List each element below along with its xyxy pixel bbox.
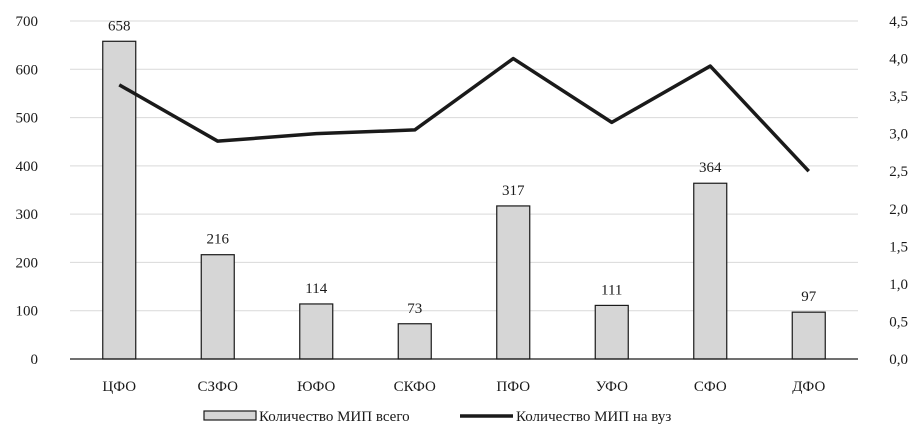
right-tick-label: 0,0 <box>889 352 908 368</box>
legend-swatch-bars <box>203 410 257 421</box>
left-tick-label: 300 <box>16 207 39 223</box>
right-tick-label: 4,5 <box>889 14 908 30</box>
data-label: 364 <box>699 160 722 176</box>
left-tick-label: 200 <box>16 255 39 271</box>
bar-series <box>102 40 826 360</box>
bar <box>200 254 235 360</box>
right-y-axis: 0,0 0,5 1,0 1,5 2,0 2,5 3,0 3,5 4,0 4,5 <box>889 14 908 368</box>
bar <box>102 40 137 360</box>
x-tick-label: ЦФО <box>102 379 136 395</box>
data-label: 111 <box>601 282 622 298</box>
right-tick-label: 2,5 <box>889 164 908 180</box>
x-tick-label: ПФО <box>496 379 530 395</box>
line-series <box>118 56 811 173</box>
data-label: 73 <box>407 301 422 317</box>
legend-label-line: Количество МИП на вуз <box>516 409 671 425</box>
bar <box>791 311 826 360</box>
right-tick-label: 4,0 <box>889 52 908 68</box>
x-tick-label: СЗФО <box>198 379 239 395</box>
right-tick-label: 1,5 <box>889 239 908 255</box>
right-tick-label: 3,5 <box>889 89 908 105</box>
right-tick-label: 2,0 <box>889 202 908 218</box>
data-labels: 658 216 114 73 317 111 364 97 <box>108 18 817 316</box>
bar <box>397 323 432 360</box>
right-tick-label: 3,0 <box>889 127 908 143</box>
right-tick-label: 0,5 <box>889 314 908 330</box>
right-tick-label: 1,0 <box>889 277 908 293</box>
data-label: 216 <box>207 232 230 248</box>
left-tick-label: 0 <box>31 352 39 368</box>
data-label: 317 <box>502 183 525 199</box>
bar <box>693 182 728 360</box>
gridlines <box>70 20 858 312</box>
bar <box>594 304 629 360</box>
x-tick-label: УФО <box>596 379 629 395</box>
x-tick-label: ДФО <box>792 379 825 395</box>
data-label: 114 <box>305 281 327 297</box>
bar <box>299 303 334 360</box>
left-y-axis: 0 100 200 300 400 500 600 700 <box>16 14 39 368</box>
left-tick-label: 500 <box>16 111 39 127</box>
x-tick-label: СФО <box>694 379 727 395</box>
left-tick-label: 700 <box>16 14 39 30</box>
legend-label-bars: Количество МИП всего <box>259 409 410 425</box>
legend-item-bars: Количество МИП всего <box>203 409 410 425</box>
left-tick-label: 100 <box>16 304 39 320</box>
x-axis: ЦФО СЗФО ЮФО СКФО ПФО УФО СФО ДФО <box>70 358 858 395</box>
x-tick-label: ЮФО <box>297 379 335 395</box>
legend: Количество МИП всего Количество МИП на в… <box>203 409 671 425</box>
data-label: 658 <box>108 18 131 34</box>
bar <box>496 205 531 360</box>
x-tick-label: СКФО <box>394 379 436 395</box>
left-tick-label: 400 <box>16 159 39 175</box>
line-path <box>118 56 811 173</box>
left-tick-label: 600 <box>16 62 39 78</box>
legend-item-line: Количество МИП на вуз <box>460 409 671 425</box>
data-label: 97 <box>801 289 817 305</box>
